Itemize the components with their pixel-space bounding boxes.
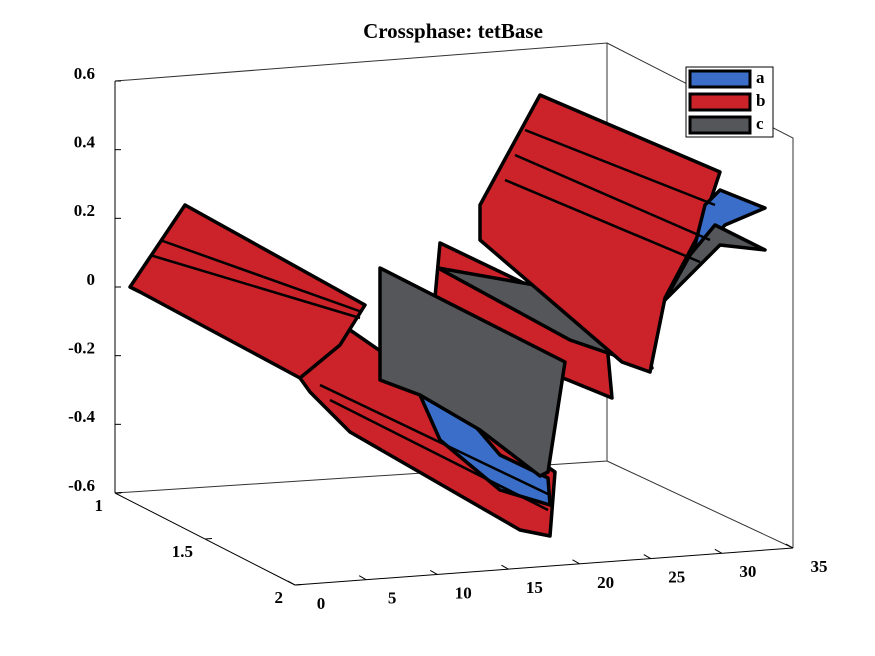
mesh-line — [149, 253, 361, 320]
legend-label: a — [756, 68, 765, 87]
x-tick — [501, 564, 509, 570]
x-tick — [643, 554, 651, 560]
x-tick-label: 5 — [388, 589, 397, 608]
z-tick-label: -0.4 — [68, 407, 95, 426]
surface-patch — [378, 266, 567, 478]
y-tick — [114, 492, 123, 494]
mesh-line — [524, 128, 716, 207]
x-tick — [358, 575, 367, 581]
x-axis — [294, 547, 794, 586]
mesh-line — [504, 178, 701, 264]
z-tick-label: 0.2 — [74, 201, 95, 220]
surface-patch — [663, 223, 767, 302]
legend-label: b — [756, 91, 765, 110]
legend-swatch — [688, 69, 752, 89]
surfaces — [128, 93, 767, 538]
z-tick-label: 0.6 — [74, 64, 95, 83]
x-tick-label: 30 — [739, 562, 756, 581]
x-tick — [287, 580, 296, 586]
x-tick-label: 10 — [455, 583, 472, 602]
y-tick-label: 2 — [275, 588, 284, 607]
z-tick-label: -0.6 — [68, 476, 95, 495]
y-tick-label: 1 — [95, 496, 104, 515]
x-tick-label: 0 — [317, 594, 326, 613]
x-tick — [572, 559, 580, 565]
y-tick — [204, 538, 213, 540]
z-tick-label: 0 — [87, 270, 96, 289]
mesh-line — [514, 153, 711, 242]
mesh-line — [329, 398, 549, 512]
x-tick-label: 15 — [526, 578, 543, 597]
floor-edge — [606, 460, 794, 549]
legend-swatch — [688, 92, 752, 112]
mesh-line — [319, 383, 551, 497]
mesh-line — [159, 238, 363, 314]
x-tick-label: 35 — [811, 557, 828, 576]
legend: abc — [685, 66, 774, 138]
right-wall — [606, 42, 794, 548]
x-tick — [714, 548, 723, 554]
x-tick — [785, 543, 794, 549]
chart-title: Crossphase: tetBase — [363, 19, 543, 43]
legend-swatch — [688, 115, 752, 135]
y-tick-label: 1.5 — [172, 542, 193, 561]
z-tick-label: 0.4 — [74, 133, 96, 152]
x-tick-label: 25 — [668, 567, 685, 586]
surface-patch — [128, 203, 367, 380]
legend-label: c — [756, 114, 764, 133]
y-tick — [294, 584, 303, 586]
x-tick-label: 20 — [597, 573, 614, 592]
x-tick — [430, 569, 438, 575]
z-tick-label: -0.2 — [68, 339, 95, 358]
